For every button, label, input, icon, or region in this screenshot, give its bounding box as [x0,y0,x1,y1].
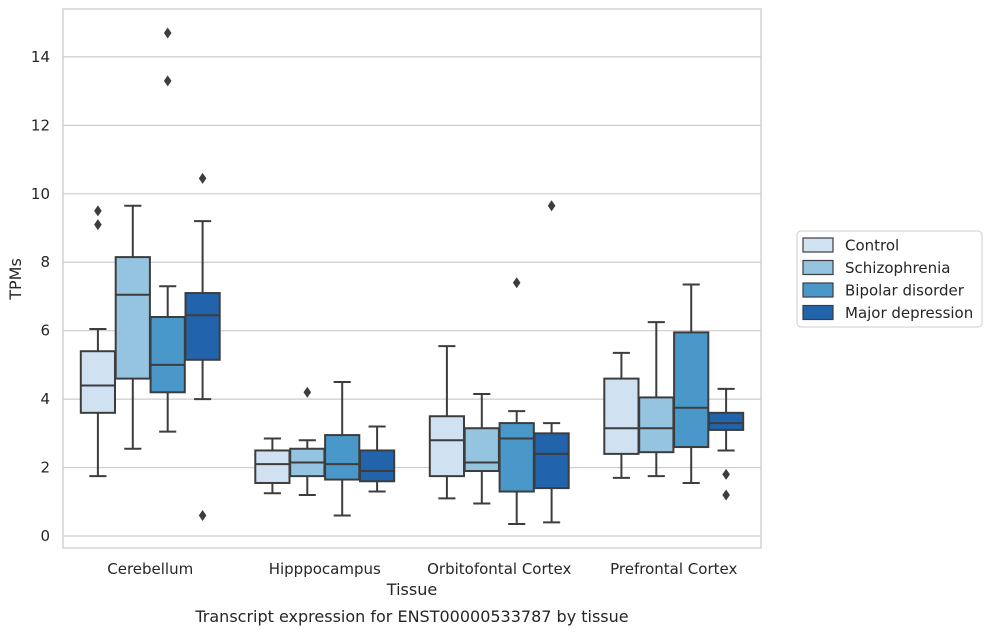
legend-swatch [802,259,834,276]
legend-swatch [802,304,834,321]
legend-label: Bipolar disorder [845,282,965,300]
box-iqr [498,422,535,493]
box-iqr [184,292,221,361]
box-iqr [533,432,570,490]
outlier-point [198,509,207,521]
box-control [79,205,117,478]
outlier-point [163,27,172,39]
legend: Control Schizophrenia Bipolar disorder Majo… [796,230,983,328]
box-iqr [463,427,500,473]
y-axis-title: TPMs [6,258,25,301]
box-schizophrenia [114,204,151,450]
y-tick-label: 6 [40,322,50,340]
legend-frame [796,230,983,328]
outlier-point [303,386,312,398]
outlier-point [722,489,730,501]
y-tick-label: 2 [40,459,50,477]
y-tick-label: 12 [31,116,50,134]
box-control [603,351,640,479]
plot-frame [62,8,762,549]
x-tick-label: Hipppocampus [269,560,381,578]
box-control [428,345,466,500]
box-bipolar-disorder [673,283,710,484]
outlier-point [94,205,102,217]
box-iqr [673,331,710,449]
legend-label: Major depression [845,304,973,322]
box-iqr [358,449,396,483]
outlier-point [163,75,172,87]
y-tick-label: 10 [31,185,50,203]
box-iqr [324,434,361,481]
box-schizophrenia [463,393,500,505]
figure-caption: Transcript expression for ENST0000053378… [194,607,628,626]
box-iqr [638,396,675,454]
box-bipolar-disorder [149,27,186,433]
box-bipolar-disorder [498,277,535,526]
box-schizophrenia [638,321,675,478]
box-major-depression [707,387,745,501]
box-major-depression [533,200,570,524]
outlier-point [547,200,556,212]
outlier-point [512,277,521,289]
box-bipolar-disorder [324,381,361,517]
y-tick-labels: 0 2 4 6 8 10 12 14 [31,48,50,545]
y-tick-label: 4 [40,390,50,408]
box-iqr [79,350,117,414]
box-iqr [254,449,291,484]
box-iqr [149,316,186,394]
x-tick-label: Orbitofontal Cortex [427,560,571,578]
legend-label: Schizophrenia [845,259,950,277]
box-iqr [114,256,151,380]
box-iqr [428,415,466,478]
boxes [79,27,745,526]
x-tick-label: Cerebellum [107,560,193,578]
x-tick-labels: Cerebellum Hipppocampus Orbitofontal Corte… [107,560,737,578]
box-control [254,437,291,495]
y-tick-label: 14 [31,48,50,66]
x-axis-title: Tissue [386,580,437,599]
x-tick-label: Prefrontal Cortex [610,560,737,578]
outlier-point [722,468,730,480]
outlier-point [94,219,102,231]
box-iqr [603,377,640,455]
outlier-point [198,172,207,184]
box-iqr [707,411,745,431]
legend-swatch [802,282,834,298]
box-major-depression [358,425,396,493]
y-tick-label: 8 [40,253,50,271]
y-tick-label: 0 [40,527,50,545]
legend-swatch [802,237,834,253]
box-major-depression [184,172,221,521]
box-schizophrenia [289,386,326,496]
legend-label: Control [845,237,899,255]
